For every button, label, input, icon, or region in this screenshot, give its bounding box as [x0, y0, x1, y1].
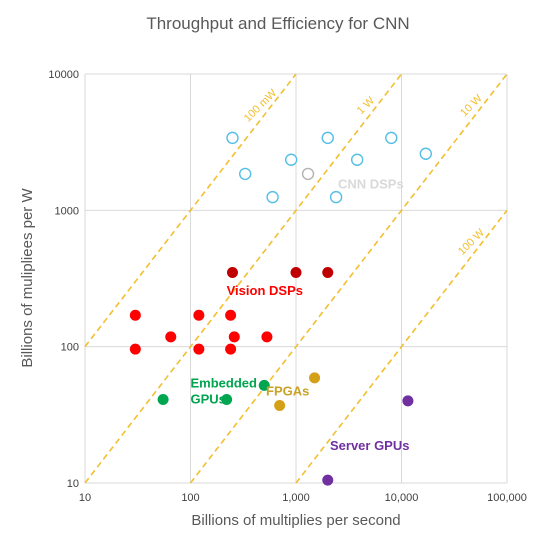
power-line-label: 100 mW	[242, 87, 280, 125]
data-point	[261, 331, 273, 343]
data-points	[129, 131, 433, 486]
data-point	[290, 266, 302, 278]
data-point	[193, 309, 205, 321]
group-label: Server GPUs	[330, 438, 410, 453]
power-line	[84, 73, 297, 348]
data-point	[226, 131, 239, 145]
y-axis-title: Billions of muliplieеs per W	[19, 188, 36, 368]
data-point	[385, 131, 398, 145]
y-tick-label: 1000	[55, 205, 79, 217]
power-line-label: 1 W	[355, 94, 378, 117]
tick-labels: 10 100 1,000 10,000 100,000 10 100 1000 10000	[48, 69, 526, 504]
data-point	[322, 474, 334, 486]
data-point	[258, 379, 270, 391]
data-point	[301, 167, 315, 181]
data-point	[402, 395, 414, 407]
data-point	[350, 153, 364, 166]
group-label: Vision DSPs	[227, 283, 303, 298]
x-tick-label: 10	[79, 492, 91, 504]
data-point	[309, 372, 321, 384]
data-point	[225, 343, 237, 355]
y-tick-label: 10000	[48, 69, 79, 81]
data-point	[419, 147, 433, 160]
data-point	[266, 190, 279, 204]
data-point	[129, 343, 141, 355]
group-label: FPGAs	[266, 383, 309, 398]
y-tick-label: 100	[61, 342, 79, 354]
data-point	[329, 190, 343, 204]
power-line	[84, 73, 403, 484]
data-point	[228, 331, 240, 343]
x-tick-label: 100,000	[487, 492, 527, 504]
x-tick-label: 100	[181, 492, 199, 504]
data-point	[157, 393, 169, 405]
power-line	[295, 209, 508, 484]
data-point	[321, 131, 334, 145]
data-point	[284, 153, 298, 166]
power-line-label: 10 W	[458, 92, 485, 119]
group-labels: CNN DSPs Vision DSPs Embedded GPUs FPGAs Serv…	[191, 176, 410, 453]
data-point	[322, 266, 334, 278]
data-point	[274, 400, 286, 412]
data-point	[221, 393, 233, 405]
x-tick-label: 10,000	[385, 492, 419, 504]
data-point	[193, 343, 205, 355]
chart-title: Throughput and Efficiency for CNN	[146, 14, 409, 33]
group-label: Embedded GPUs	[191, 376, 258, 407]
power-line	[189, 73, 508, 484]
y-tick-label: 10	[67, 478, 79, 490]
x-tick-label: 1,000	[282, 492, 310, 504]
data-point	[239, 167, 252, 181]
grid	[84, 73, 508, 484]
data-point	[129, 309, 141, 321]
data-point	[225, 309, 237, 321]
group-label: CNN DSPs	[338, 176, 404, 191]
data-point	[226, 266, 238, 278]
data-point	[165, 331, 177, 343]
x-axis-title: Billions of multiplies per second	[191, 512, 400, 529]
